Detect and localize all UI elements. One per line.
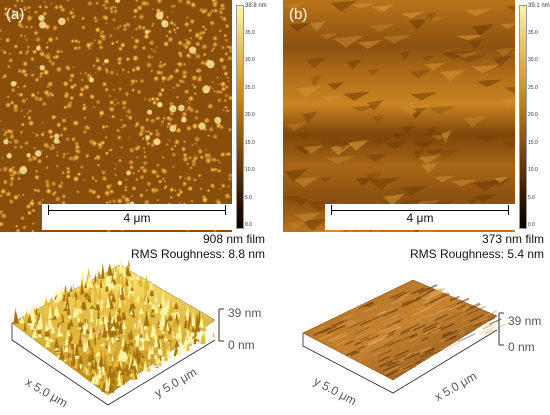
z-top-label-b: 39 nm — [508, 314, 542, 328]
z-axis-a — [218, 308, 224, 342]
colorbar-b — [519, 5, 527, 229]
colorbar-max-a: 38.8 nm — [245, 3, 267, 9]
afm-3d-surface-b — [302, 279, 505, 394]
colorbar-tick: 25.0 — [528, 84, 538, 91]
caption-a-rms: RMS Roughness: 8.8 nm — [130, 247, 265, 261]
colorbar-tick: 10.0 — [528, 167, 538, 174]
afm-image-b — [283, 0, 515, 232]
z-bottom-label-b: 0 nm — [508, 340, 535, 354]
colorbar-max-b: 39.1 nm — [528, 3, 550, 9]
panel-label-b: (b) — [289, 6, 308, 23]
colorbar-tick: 10.0 — [245, 167, 255, 174]
afm-image-a — [0, 0, 232, 232]
panel-label-a: (a) — [6, 6, 25, 23]
colorbar-tick: 5.0 — [528, 194, 535, 201]
afm-topography-a — [0, 0, 232, 232]
colorbar-tick: 5.0 — [245, 194, 252, 201]
colorbar-tick: 0.0 — [245, 222, 252, 228]
colorbar-tick: 35.0 — [528, 30, 538, 36]
colorbar-tick: 30.0 — [528, 57, 538, 64]
z-bottom-label-a: 0 nm — [228, 338, 255, 352]
caption-b: 373 nm film RMS Roughness: 5.4 nm — [410, 232, 544, 262]
scalebar-b: 4 μm — [325, 204, 515, 230]
caption-a: 908 nm film RMS Roughness: 8.8 nm — [131, 232, 265, 262]
colorbar-tick: 30.0 — [245, 57, 255, 64]
caption-b-film: 373 nm film — [481, 232, 544, 246]
colorbar-tick: 20.0 — [528, 112, 538, 119]
scalebar-label-a: 4 μm — [123, 211, 151, 225]
colorbar-a — [236, 5, 244, 229]
caption-b-rms: RMS Roughness: 5.4 nm — [409, 247, 544, 261]
colorbar-tick: 15.0 — [528, 139, 538, 146]
scalebar-label-b: 4 μm — [406, 211, 434, 225]
colorbar-tick: 25.0 — [245, 84, 255, 91]
scalebar-a: 4 μm — [42, 204, 232, 230]
colorbar-tick: 20.0 — [245, 112, 255, 119]
caption-a-film: 908 nm film — [202, 232, 265, 246]
colorbar-tick: 15.0 — [245, 139, 255, 146]
z-axis-b — [498, 312, 504, 346]
afm-3d-surface-a — [11, 258, 216, 406]
colorbar-tick: 0.0 — [528, 222, 535, 228]
colorbar-tick: 35.0 — [245, 30, 255, 36]
z-top-label-a: 39 nm — [228, 306, 262, 320]
afm-topography-b — [283, 0, 515, 232]
